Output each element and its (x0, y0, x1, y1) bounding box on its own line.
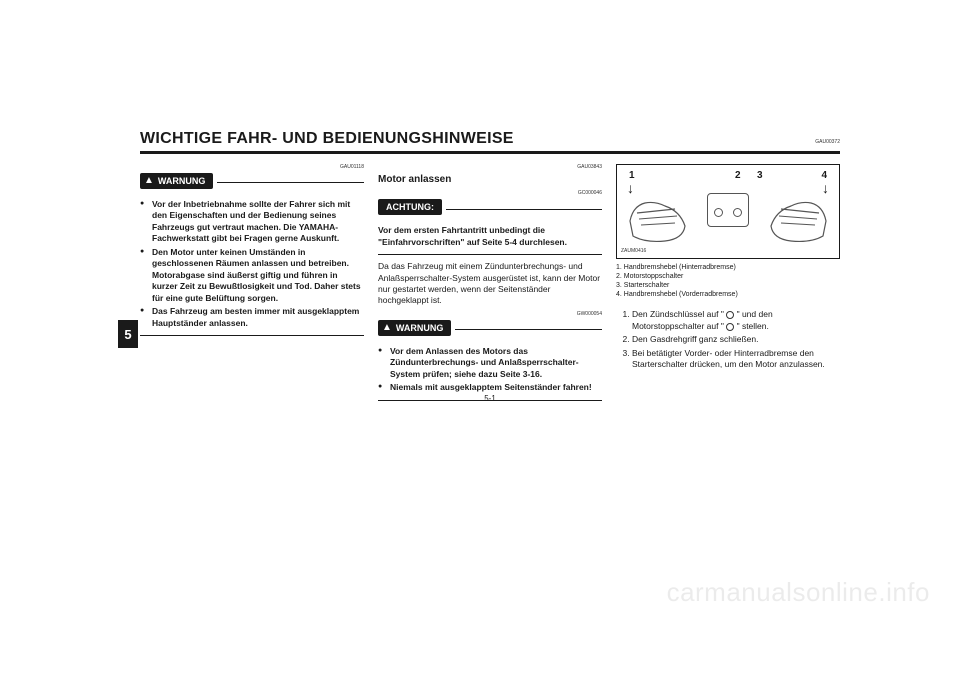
illustration-code: ZAUM0416 (621, 248, 646, 255)
handlebar-illustration: 1 2 3 4 ↓ ↓ (616, 164, 840, 259)
starter-switch-drawing (733, 208, 742, 217)
column-1: GAU01118 ▲ WARNUNG Vor der Inbetriebnahm… (140, 164, 364, 407)
warning-list: Vor dem Anlassen des Motors das Zündunte… (378, 346, 602, 394)
achtung-label-text: ACHTUNG: (386, 201, 434, 213)
page-number: 5-1 (140, 394, 840, 403)
list-item: Den Motor unter keinen Umständen in gesc… (140, 247, 364, 304)
warning-icon: ▲ (144, 176, 154, 186)
list-item: Das Fahrzeug am besten immer mit ausgekl… (140, 306, 364, 329)
warning-label: ▲ WARNUNG (140, 173, 213, 189)
header-code: GAU00372 (815, 139, 840, 145)
warning-label-row: ▲ WARNUNG (378, 320, 602, 340)
ref-code: GAU03843 (378, 164, 602, 171)
page-title: WICHTIGE FAHR- UND BEDIENUNGSHINWEISE (140, 130, 514, 148)
legend-item: 3. Starterschalter (616, 281, 840, 290)
step-3: Bei betätigter Vorder- oder Hinterradbre… (632, 348, 840, 371)
callout-3: 3 (757, 169, 763, 183)
legend-item: 4. Handbremshebel (Vorderradbremse) (616, 290, 840, 299)
stop-switch-drawing (714, 208, 723, 217)
column-3: 1 2 3 4 ↓ ↓ (616, 164, 840, 407)
list-item: Vor dem Anlassen des Motors das Zündunte… (378, 346, 602, 380)
list-item: Vor der Inbetriebnahme sollte der Fahrer… (140, 199, 364, 245)
legend-item: 2. Motorstoppschalter (616, 272, 840, 281)
rule-line (217, 182, 364, 183)
ref-code: GW000054 (378, 311, 602, 318)
rule-line (455, 329, 602, 330)
callout-2: 2 (735, 169, 741, 183)
achtung-label-row: ACHTUNG: (378, 199, 602, 219)
ref-code: GC000046 (378, 190, 602, 197)
step-text: " stellen. (734, 321, 769, 331)
warning-label-text: WARNUNG (396, 322, 444, 334)
page-header: WICHTIGE FAHR- UND BEDIENUNGSHINWEISE GA… (140, 130, 840, 154)
content-columns: GAU01118 ▲ WARNUNG Vor der Inbetriebnahm… (140, 164, 840, 407)
chapter-number: 5 (124, 327, 131, 342)
warning-list: Vor der Inbetriebnahme sollte der Fahrer… (140, 199, 364, 329)
legend-item: 1. Handbremshebel (Hinterradbremse) (616, 263, 840, 272)
step-text: Den Zündschlüssel auf " (632, 309, 726, 319)
warning-label-text: WARNUNG (158, 175, 206, 187)
chapter-tab: 5 (118, 320, 138, 348)
step-2: Den Gasdrehgriff ganz schließen. (632, 334, 840, 345)
ref-code: GAU01118 (140, 164, 364, 171)
achtung-label: ACHTUNG: (378, 199, 442, 215)
run-icon (726, 323, 734, 331)
right-hand-drawing (761, 191, 831, 246)
section-heading: Motor anlassen (378, 173, 602, 187)
illustration-legend: 1. Handbremshebel (Hinterradbremse) 2. M… (616, 263, 840, 299)
divider (378, 254, 602, 255)
list-item: Niemals mit ausgeklapptem Seitenständer … (378, 382, 602, 393)
switch-housing-drawing (707, 193, 749, 227)
procedure-steps: Den Zündschlüssel auf " " und den Motors… (616, 309, 840, 370)
watermark: carmanualsonline.info (667, 577, 930, 608)
page-content: WICHTIGE FAHR- UND BEDIENUNGSHINWEISE GA… (140, 130, 840, 407)
warning-icon: ▲ (382, 323, 392, 333)
divider (140, 335, 364, 336)
warning-label: ▲ WARNUNG (378, 320, 451, 336)
left-hand-drawing (625, 191, 695, 246)
column-2: GAU03843 Motor anlassen GC000046 ACHTUNG… (378, 164, 602, 407)
body-paragraph: Da das Fahrzeug mit einem Zündunterbrech… (378, 261, 602, 307)
rule-line (446, 209, 602, 210)
warning-label-row: ▲ WARNUNG (140, 173, 364, 193)
achtung-text: Vor dem ersten Fahrtantritt unbedingt di… (378, 225, 602, 248)
step-1: Den Zündschlüssel auf " " und den Motors… (632, 309, 840, 332)
